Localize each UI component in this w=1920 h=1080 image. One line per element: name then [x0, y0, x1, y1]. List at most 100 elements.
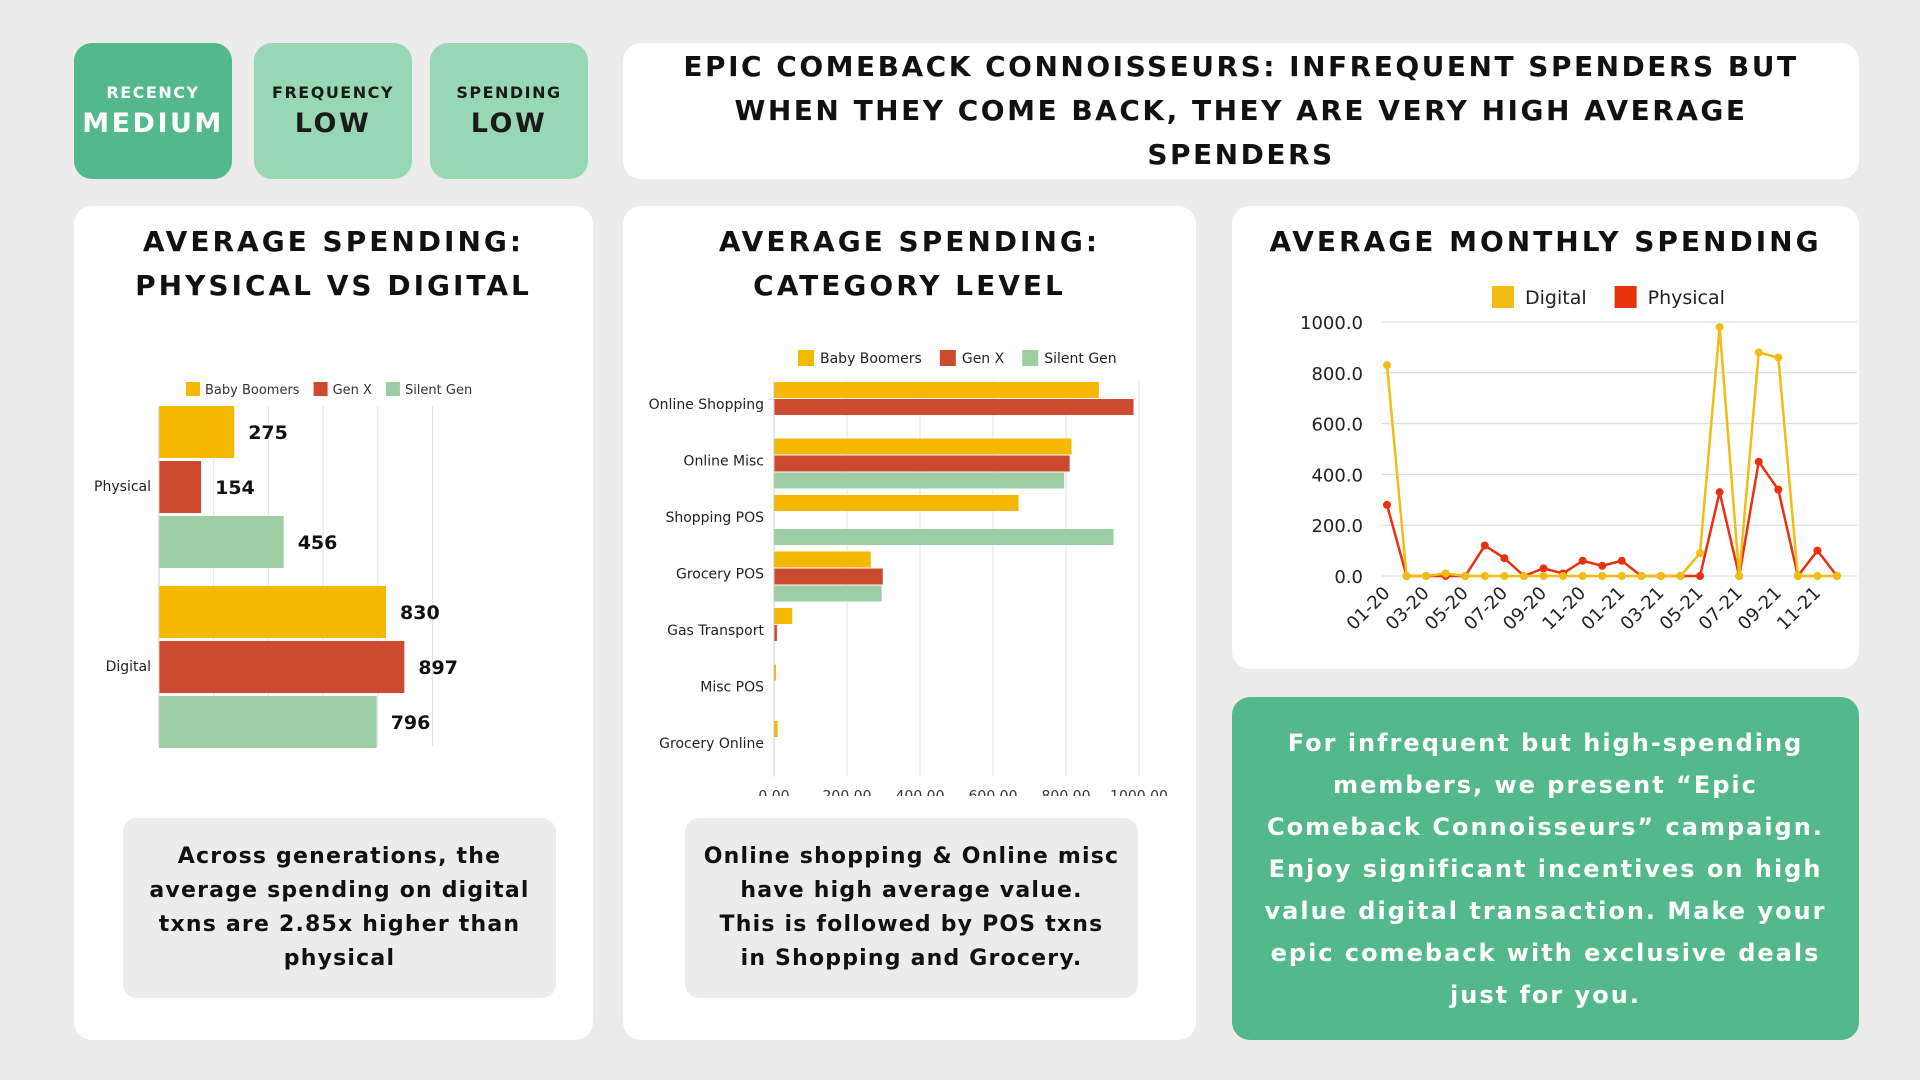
bar-grocery-pos-baby-boomers [774, 551, 871, 568]
legend-swatch-silent-gen [385, 382, 400, 396]
legend-label-gen-x: Gen X [333, 383, 372, 398]
bar-grocery-pos-gen-x [774, 568, 883, 585]
metric-frequency: FREQUENCY LOW [254, 43, 412, 179]
bar-online-misc-silent-gen [774, 472, 1065, 489]
point-digital [1441, 569, 1450, 578]
category-label-online-shopping: Online Shopping [649, 397, 764, 413]
metric-frequency-value: LOW [294, 108, 372, 139]
line-digital [1385, 325, 1837, 578]
x-tick-label: 11-21 [1773, 583, 1825, 635]
panel-monthly: AVERAGE MONTHLY SPENDING 0.0 200.0 400.0 60… [1232, 206, 1859, 669]
legend-label-silent-gen: Silent Gen [1044, 351, 1116, 367]
legend-swatch-baby-boomers [798, 350, 814, 366]
category-note-line2: This is followed by POS txns in Shopping… [719, 912, 1104, 971]
point-digital [1676, 572, 1685, 580]
panel-physical-digital: AVERAGE SPENDING: PHYSICAL VS DIGITAL Ba… [74, 206, 593, 1040]
bar-online-shopping-gen-x [774, 399, 1134, 415]
category-note: Online shopping & Online misc have high … [685, 818, 1138, 998]
category-label-physical: Physical [94, 479, 151, 495]
point-physical [1813, 546, 1822, 555]
x-tick-label: 0.00 [758, 789, 789, 797]
bar-shopping-pos-silent-gen [774, 529, 1114, 545]
category-label-digital: Digital [106, 659, 151, 675]
x-tick-label: 200.00 [823, 789, 872, 797]
metric-spending: SPENDING LOW [430, 43, 588, 179]
legend-swatch-digital [1492, 286, 1514, 308]
legend-swatch-gen-x [313, 382, 328, 396]
bar-online-misc-baby-boomers [774, 438, 1072, 455]
point-digital [1422, 572, 1431, 580]
legend-swatch-physical [1614, 286, 1637, 308]
metric-recency-label: RECENCY [106, 83, 200, 102]
point-digital [1402, 572, 1411, 580]
line-physical [1385, 460, 1838, 578]
panel-category-title-line1: AVERAGE SPENDING: [718, 225, 1101, 258]
legend-label-digital: Digital [1525, 287, 1587, 309]
legend-label-silent-gen: Silent Gen [405, 383, 472, 398]
bar-grocery-pos-silent-gen [774, 585, 882, 602]
legend-label-gen-x: Gen X [962, 351, 1005, 367]
legend-swatch-gen-x [939, 350, 956, 366]
y-tick-label: 600.0 [1311, 415, 1363, 436]
legend-label-baby-boomers: Baby Boomers [820, 351, 922, 367]
bar-online-misc-gen-x [774, 455, 1070, 472]
x-tick-label: 07-20 [1460, 583, 1512, 635]
metric-spending-value: LOW [470, 108, 548, 139]
point-physical [1754, 457, 1763, 466]
point-digital [1480, 572, 1489, 580]
category-label-online-misc: Online Misc [683, 454, 764, 470]
bar-physical-gen-x [159, 461, 202, 513]
point-digital [1715, 323, 1724, 332]
x-tick-label: 09-20 [1499, 583, 1551, 635]
x-tick-label: 800.00 [1042, 789, 1091, 797]
bar-physical-silent-gen [159, 516, 284, 568]
point-digital [1617, 572, 1626, 580]
category-label-grocery-online: Grocery Online [659, 736, 764, 752]
x-tick-label: 07-21 [1695, 583, 1747, 635]
metric-spending-label: SPENDING [456, 83, 562, 102]
category-label-misc-pos: Misc POS [700, 680, 764, 696]
x-tick-label: 1000.00 [1110, 789, 1168, 797]
category-label-shopping-pos: Shopping POS [665, 510, 764, 526]
point-digital [1754, 348, 1763, 357]
data-label-digital-baby-boomers: 830 [400, 602, 440, 624]
metric-recency: RECENCY MEDIUM [74, 43, 232, 179]
point-digital [1696, 549, 1705, 558]
x-tick-label: 05-21 [1656, 583, 1708, 635]
x-tick-label: 01-21 [1577, 583, 1629, 635]
category-label-gas-transport: Gas Transport [667, 623, 764, 639]
data-label-physical-gen-x: 154 [215, 477, 255, 499]
point-digital [1383, 361, 1391, 370]
point-digital [1578, 572, 1587, 580]
monthly-chart: 0.0200.0400.0600.0800.01000.001-2003-200… [1300, 286, 1857, 635]
bar-grocery-online-baby-boomers [774, 721, 778, 737]
legend-swatch-silent-gen [1022, 350, 1039, 366]
legend-swatch-baby-boomers [186, 382, 200, 396]
bar-gas-transport-baby-boomers [774, 608, 793, 624]
point-digital [1500, 572, 1509, 580]
point-digital [1637, 572, 1646, 580]
point-physical [1500, 554, 1509, 563]
x-tick-label: 400.00 [896, 789, 945, 797]
point-physical [1539, 564, 1548, 573]
point-digital [1774, 353, 1783, 362]
y-tick-label: 0.0 [1334, 567, 1363, 588]
point-digital [1735, 572, 1744, 580]
bar-digital-gen-x [159, 641, 405, 693]
x-tick-label: 05-20 [1421, 583, 1473, 635]
bar-gas-transport-gen-x [774, 625, 777, 641]
data-label-physical-silent-gen: 456 [298, 532, 338, 554]
metric-recency-value: MEDIUM [82, 108, 224, 139]
data-label-digital-gen-x: 897 [418, 657, 458, 679]
category-note-line1: Online shopping & Online misc have high … [703, 844, 1120, 903]
point-physical [1774, 485, 1783, 494]
panel-monthly-title: AVERAGE MONTHLY SPENDING [1269, 225, 1822, 258]
bar-shopping-pos-baby-boomers [774, 495, 1019, 511]
panel-category-title-line2: CATEGORY LEVEL [753, 269, 1066, 302]
headline: EPIC COMEBACK CONNOISSEURS: INFREQUENT S… [623, 43, 1859, 179]
y-tick-label: 1000.0 [1300, 313, 1363, 334]
point-physical [1617, 556, 1626, 565]
x-tick-label: 09-21 [1734, 583, 1786, 635]
bar-online-shopping-baby-boomers [774, 382, 1099, 398]
panel-physical-digital-title-line1: AVERAGE SPENDING: [142, 225, 525, 258]
